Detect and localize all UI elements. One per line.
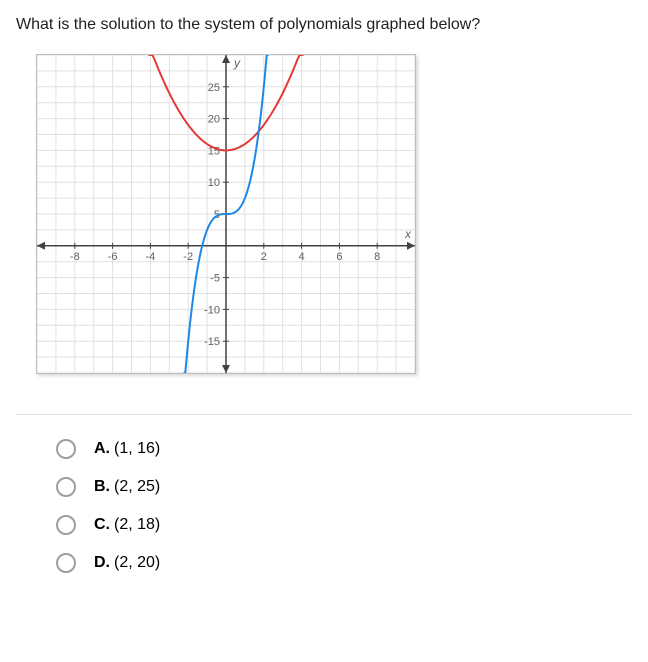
- radio-icon: [56, 515, 76, 535]
- svg-text:-5: -5: [210, 273, 220, 285]
- radio-icon: [56, 477, 76, 497]
- option-c[interactable]: C. (2, 18): [56, 515, 632, 535]
- option-text: (1, 16): [114, 440, 160, 458]
- svg-text:10: 10: [208, 177, 220, 189]
- svg-text:-10: -10: [204, 304, 220, 316]
- option-letter: B.: [94, 478, 110, 496]
- radio-icon: [56, 553, 76, 573]
- svg-text:8: 8: [374, 251, 380, 263]
- options-group: A. (1, 16) B. (2, 25) C. (2, 18) D. (2, …: [16, 439, 632, 573]
- graph-container: -8-6-4-22468510152025-5-10-15xy: [36, 54, 416, 374]
- graph-svg: -8-6-4-22468510152025-5-10-15xy: [37, 55, 415, 373]
- svg-text:6: 6: [336, 251, 342, 263]
- option-text: (2, 18): [114, 516, 160, 534]
- option-text: (2, 20): [114, 554, 160, 572]
- option-letter: A.: [94, 440, 110, 458]
- svg-text:y: y: [233, 56, 241, 70]
- option-b[interactable]: B. (2, 25): [56, 477, 632, 497]
- svg-text:20: 20: [208, 114, 220, 126]
- option-letter: D.: [94, 554, 110, 572]
- svg-text:4: 4: [299, 251, 305, 263]
- svg-text:-15: -15: [204, 336, 220, 348]
- option-a[interactable]: A. (1, 16): [56, 439, 632, 459]
- svg-text:-8: -8: [70, 251, 80, 263]
- svg-text:-2: -2: [183, 251, 193, 263]
- radio-icon: [56, 439, 76, 459]
- option-text: (2, 25): [114, 478, 160, 496]
- question-text: What is the solution to the system of po…: [16, 16, 632, 34]
- divider: [16, 414, 632, 415]
- svg-text:-6: -6: [108, 251, 118, 263]
- svg-text:x: x: [404, 227, 412, 241]
- option-d[interactable]: D. (2, 20): [56, 553, 632, 573]
- svg-text:25: 25: [208, 82, 220, 94]
- svg-text:-4: -4: [146, 251, 156, 263]
- svg-text:2: 2: [261, 251, 267, 263]
- option-letter: C.: [94, 516, 110, 534]
